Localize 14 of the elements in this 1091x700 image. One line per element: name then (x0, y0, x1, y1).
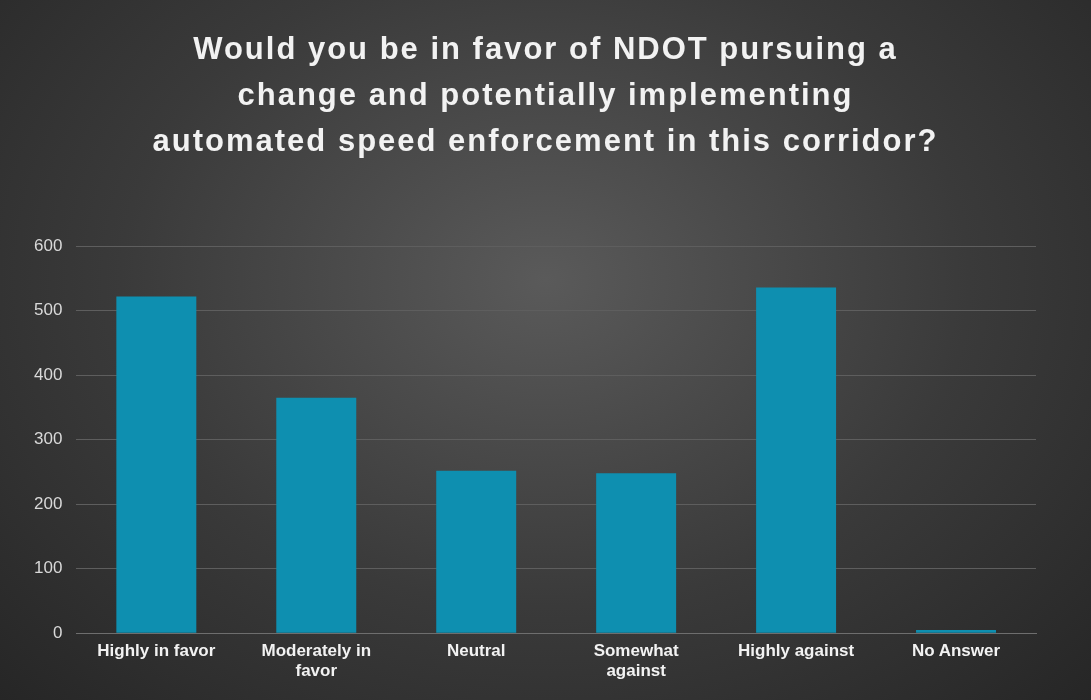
x-tick-label: No Answer (911, 641, 1001, 661)
chart-title: Would you be in favor of NDOT pursuing a change and potentially implementing automated speed enforcement in this corridor? (151, 30, 940, 160)
x-tick-label: Somewhat against (593, 641, 679, 681)
y-tick-label: 500 (33, 300, 63, 320)
y-tick-label: 200 (33, 493, 63, 513)
y-tick-label: 600 (33, 235, 63, 255)
y-tick-label: 0 (52, 622, 63, 642)
y-tick-label: 400 (33, 364, 63, 384)
x-tick-label: Highly against (738, 641, 855, 661)
x-tick-label: Moderately in favor (261, 641, 372, 681)
y-tick-label: 300 (33, 429, 63, 449)
x-tick-label: Highly in favor (97, 641, 216, 661)
x-tick-label: Neutral (446, 641, 506, 661)
y-tick-label: 100 (33, 558, 63, 578)
